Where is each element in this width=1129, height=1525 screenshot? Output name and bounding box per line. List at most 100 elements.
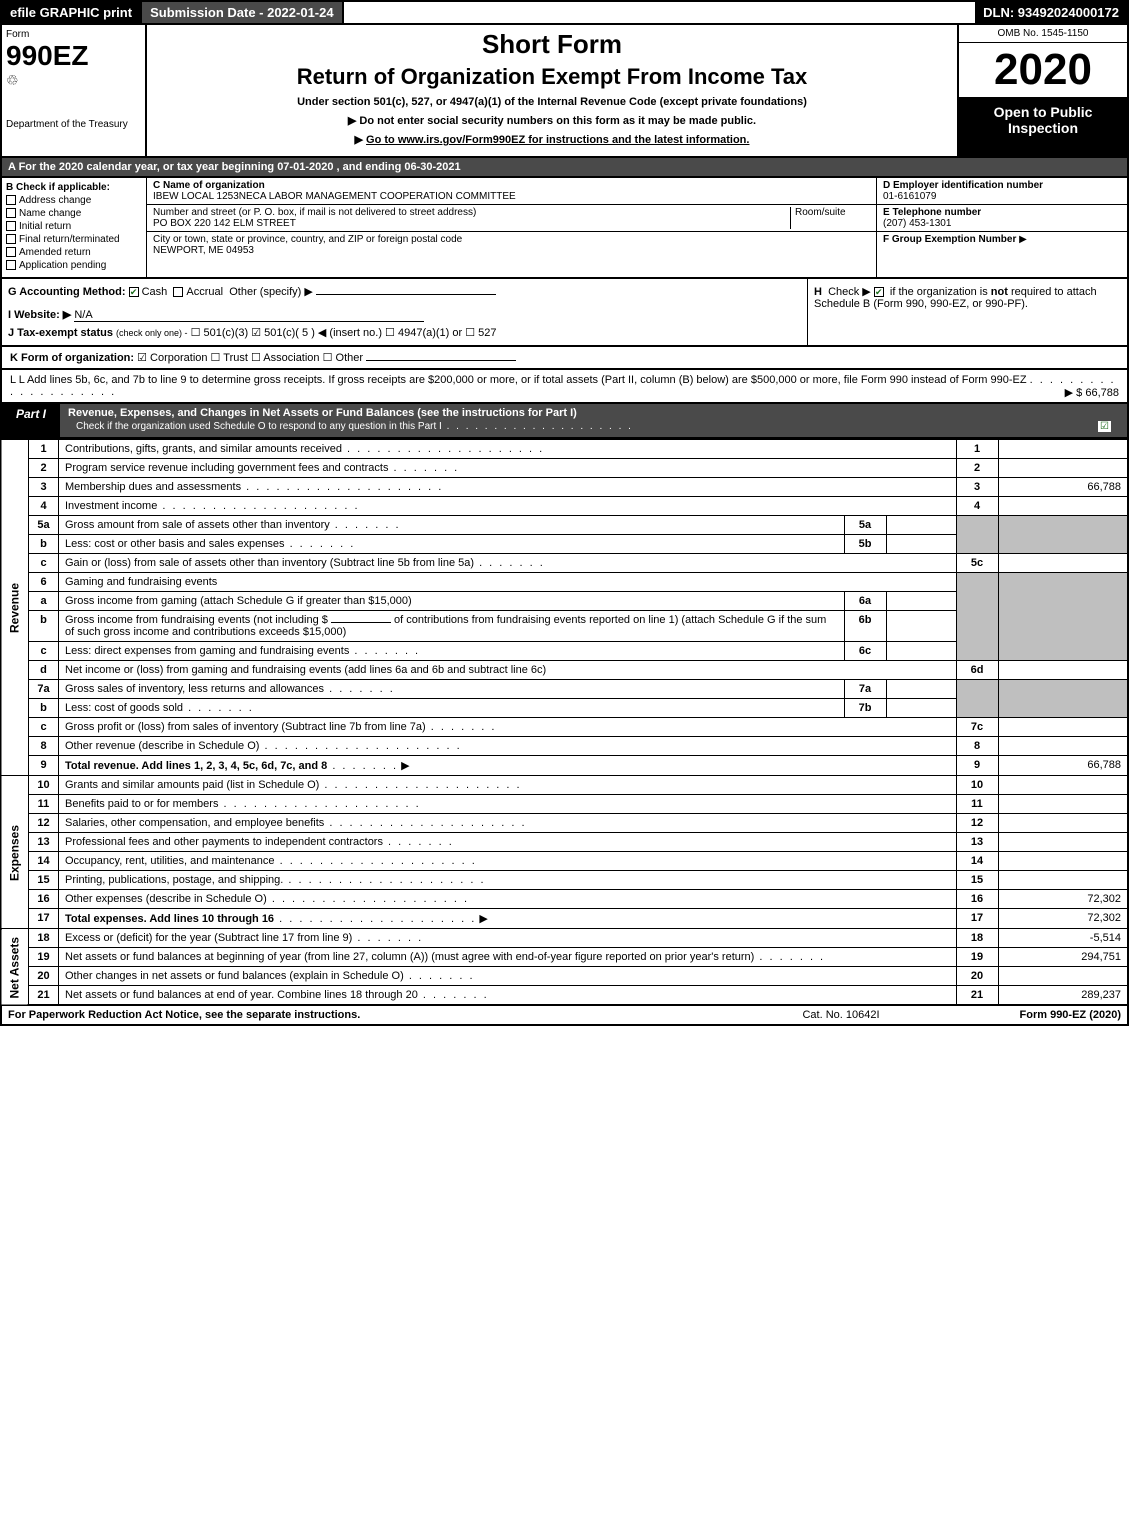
opt-name-change[interactable]: Name change bbox=[6, 208, 142, 219]
vlabel-revenue: Revenue bbox=[1, 440, 29, 776]
department: Department of the Treasury bbox=[6, 119, 141, 130]
l1-desc: Contributions, gifts, grants, and simila… bbox=[65, 443, 342, 455]
l6b-blank[interactable] bbox=[331, 622, 391, 623]
j-label: J Tax-exempt status bbox=[8, 327, 113, 339]
g-accrual-check[interactable] bbox=[173, 287, 183, 297]
l13-amt bbox=[998, 833, 1128, 852]
k-opts: ☑ Corporation ☐ Trust ☐ Association ☐ Ot… bbox=[137, 352, 363, 364]
arrow-icon bbox=[479, 913, 487, 925]
l8-box: 8 bbox=[956, 737, 998, 756]
ssn-note: Do not enter social security numbers on … bbox=[155, 114, 949, 127]
footer: For Paperwork Reduction Act Notice, see … bbox=[0, 1006, 1129, 1026]
l11-box: 11 bbox=[956, 795, 998, 814]
submission-date: Submission Date - 2022-01-24 bbox=[142, 2, 344, 23]
shaded-6 bbox=[956, 573, 998, 661]
l5c-num: c bbox=[29, 554, 59, 573]
l14-desc: Occupancy, rent, utilities, and maintena… bbox=[65, 855, 275, 867]
l17-desc: Total expenses. Add lines 10 through 16 bbox=[65, 913, 274, 925]
l5c-amt bbox=[998, 554, 1128, 573]
l3-box: 3 bbox=[956, 478, 998, 497]
l5a-sb: 5a bbox=[844, 516, 886, 535]
shaded-6b bbox=[998, 573, 1128, 661]
opt-application-pending[interactable]: Application pending bbox=[6, 260, 142, 271]
row-gh: G Accounting Method: Cash Accrual Other … bbox=[0, 279, 1129, 347]
form-header: Form 990EZ ♲ Department of the Treasury … bbox=[0, 25, 1129, 158]
k-other-line[interactable] bbox=[366, 360, 516, 361]
g-other: Other (specify) ▶ bbox=[229, 286, 313, 298]
l16-box: 16 bbox=[956, 890, 998, 909]
org-address: PO BOX 220 142 ELM STREET bbox=[153, 218, 296, 229]
l10-desc: Grants and similar amounts paid (list in… bbox=[65, 779, 319, 791]
part1-table: Revenue 1 Contributions, gifts, grants, … bbox=[0, 439, 1129, 1006]
vlabel-expenses: Expenses bbox=[1, 776, 29, 929]
l7b-desc: Less: cost of goods sold bbox=[65, 702, 183, 714]
g-other-line[interactable] bbox=[316, 294, 496, 295]
l9-desc: Total revenue. Add lines 1, 2, 3, 4, 5c,… bbox=[65, 760, 327, 772]
l3-num: 3 bbox=[29, 478, 59, 497]
opt-amended-return[interactable]: Amended return bbox=[6, 247, 142, 258]
opt-address-change[interactable]: Address change bbox=[6, 195, 142, 206]
open-inspection: Open to Public Inspection bbox=[959, 98, 1127, 156]
l4-amt bbox=[998, 497, 1128, 516]
l10-num: 10 bbox=[29, 776, 59, 795]
line-a: A For the 2020 calendar year, or tax yea… bbox=[0, 158, 1129, 178]
shaded-7b bbox=[998, 680, 1128, 718]
g-accrual: Accrual bbox=[186, 286, 223, 298]
dln: DLN: 93492024000172 bbox=[975, 2, 1127, 23]
l21-num: 21 bbox=[29, 986, 59, 1006]
goto-link[interactable]: Go to www.irs.gov/Form990EZ for instruct… bbox=[366, 134, 749, 146]
part1-header: Part I Revenue, Expenses, and Changes in… bbox=[0, 404, 1129, 439]
l15-amt bbox=[998, 871, 1128, 890]
header-right: OMB No. 1545-1150 2020 Open to Public In… bbox=[957, 25, 1127, 156]
l5b-sb: 5b bbox=[844, 535, 886, 554]
recycle-icon: ♲ bbox=[6, 72, 141, 89]
l-amount: ▶ $ 66,788 bbox=[1065, 386, 1119, 399]
opt-final-return[interactable]: Final return/terminated bbox=[6, 234, 142, 245]
l7c-box: 7c bbox=[956, 718, 998, 737]
ein-value: 01-6161079 bbox=[883, 191, 1121, 202]
l6-desc: Gaming and fundraising events bbox=[59, 573, 957, 592]
opt-initial-return[interactable]: Initial return bbox=[6, 221, 142, 232]
l20-box: 20 bbox=[956, 967, 998, 986]
l21-desc: Net assets or fund balances at end of ye… bbox=[65, 989, 418, 1001]
room-suite-label: Room/suite bbox=[790, 207, 870, 229]
arrow-icon bbox=[401, 760, 409, 772]
row-l: L L Add lines 5b, 6c, and 7b to line 9 t… bbox=[0, 370, 1129, 404]
l19-box: 19 bbox=[956, 948, 998, 967]
l1-num: 1 bbox=[29, 440, 59, 459]
l6a-num: a bbox=[29, 592, 59, 611]
l12-desc: Salaries, other compensation, and employ… bbox=[65, 817, 324, 829]
l6-num: 6 bbox=[29, 573, 59, 592]
efile-label: efile GRAPHIC print bbox=[2, 2, 142, 23]
h-check[interactable] bbox=[874, 287, 884, 297]
part1-title: Revenue, Expenses, and Changes in Net As… bbox=[60, 404, 1127, 437]
footer-left: For Paperwork Reduction Act Notice, see … bbox=[8, 1009, 741, 1021]
box-h: H Check ▶ if the organization is not req… bbox=[807, 279, 1127, 345]
org-city: NEWPORT, ME 04953 bbox=[153, 245, 254, 256]
form-label: Form bbox=[6, 29, 141, 40]
l20-num: 20 bbox=[29, 967, 59, 986]
l11-amt bbox=[998, 795, 1128, 814]
l7b-num: b bbox=[29, 699, 59, 718]
part1-tab: Part I bbox=[2, 404, 60, 437]
l14-amt bbox=[998, 852, 1128, 871]
l20-amt bbox=[998, 967, 1128, 986]
l13-desc: Professional fees and other payments to … bbox=[65, 836, 383, 848]
l9-amt: 66,788 bbox=[998, 756, 1128, 776]
l14-num: 14 bbox=[29, 852, 59, 871]
l5a-sv bbox=[886, 516, 956, 535]
form-number: 990EZ bbox=[6, 40, 141, 72]
l1-amt bbox=[998, 440, 1128, 459]
l3-desc: Membership dues and assessments bbox=[65, 481, 241, 493]
l6d-desc: Net income or (loss) from gaming and fun… bbox=[59, 661, 957, 680]
c-city-label: City or town, state or province, country… bbox=[153, 234, 462, 245]
l19-desc: Net assets or fund balances at beginning… bbox=[65, 951, 754, 963]
form-title: Return of Organization Exempt From Incom… bbox=[155, 64, 949, 90]
header-left: Form 990EZ ♲ Department of the Treasury bbox=[2, 25, 147, 156]
l16-num: 16 bbox=[29, 890, 59, 909]
l8-desc: Other revenue (describe in Schedule O) bbox=[65, 740, 259, 752]
g-cash-check[interactable] bbox=[129, 287, 139, 297]
c-addr-label: Number and street (or P. O. box, if mail… bbox=[153, 207, 476, 218]
l6a-sb: 6a bbox=[844, 592, 886, 611]
part1-check[interactable]: ☑ bbox=[1098, 421, 1111, 432]
